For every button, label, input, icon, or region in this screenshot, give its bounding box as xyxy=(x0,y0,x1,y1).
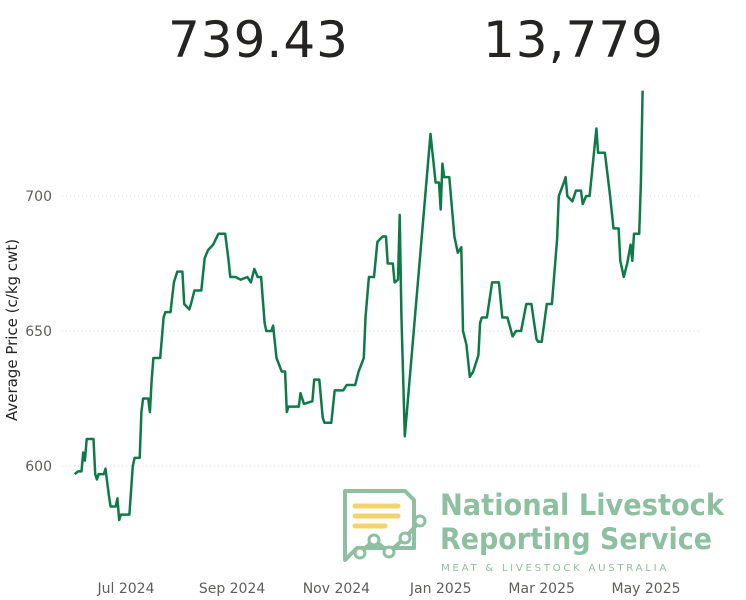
x-tick-label: Jul 2024 xyxy=(97,581,155,597)
y-tick-label: 600 xyxy=(25,459,52,475)
logo-title-line2: Reporting Service xyxy=(440,522,712,556)
kpi-average-price: 739.43 xyxy=(168,11,349,69)
y-tick-label: 700 xyxy=(25,189,52,205)
series-line xyxy=(73,90,644,522)
trend-dot xyxy=(398,531,412,545)
nlrs-logo: National Livestock Reporting Service MEA… xyxy=(343,488,725,574)
y-tick-label: 650 xyxy=(25,324,52,340)
trend-dot xyxy=(382,545,396,559)
x-tick-label: May 2025 xyxy=(611,581,680,597)
x-tick-label: Sep 2024 xyxy=(199,581,266,597)
trend-dot xyxy=(353,546,367,560)
kpi-head-count: 13,779 xyxy=(483,11,664,69)
x-tick-label: Jan 2025 xyxy=(409,581,472,597)
x-tick-label: Nov 2024 xyxy=(303,581,370,597)
y-axis-ticks: 600 650 700 xyxy=(25,189,52,475)
trend-dot xyxy=(367,533,381,547)
x-axis-ticks: Jul 2024 Sep 2024 Nov 2024 Jan 2025 Mar 2025… xyxy=(97,581,681,597)
logo-title-line1: National Livestock xyxy=(440,488,725,522)
trend-dot xyxy=(413,514,427,528)
y-axis-title: Average Price (c/kg cwt) xyxy=(3,239,21,421)
logo-tagline: MEAT & LIVESTOCK AUSTRALIA xyxy=(441,563,669,574)
document-icon xyxy=(343,489,416,562)
x-tick-label: Mar 2025 xyxy=(508,581,575,597)
